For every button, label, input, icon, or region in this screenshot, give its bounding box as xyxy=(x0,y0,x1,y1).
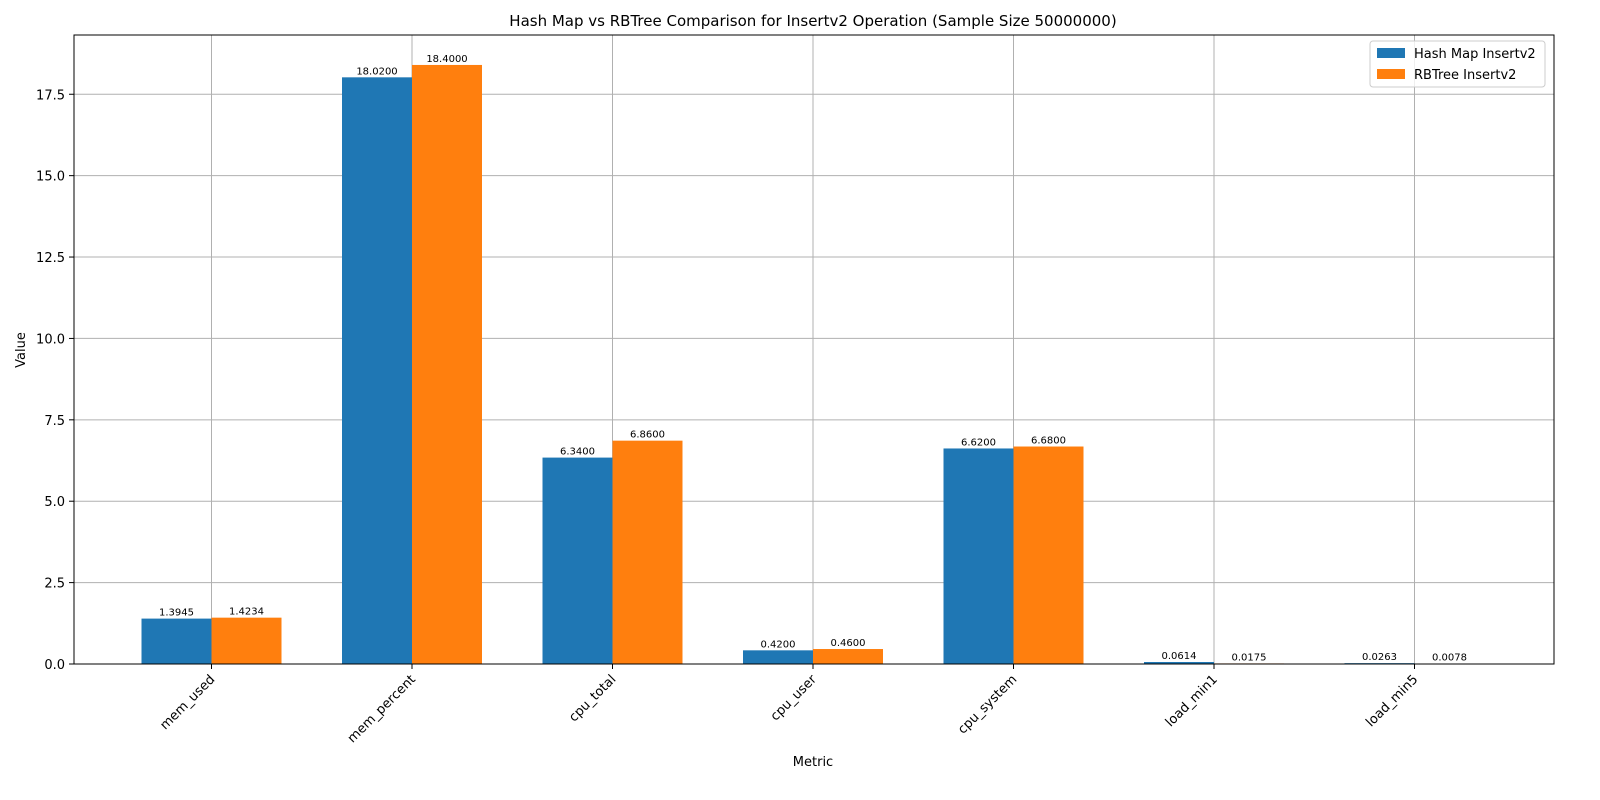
y-tick-label: 15.0 xyxy=(36,170,65,185)
legend-swatch-hash-map xyxy=(1377,48,1405,58)
y-axis: 0.0 2.5 5.0 7.5 10.0 12.5 15.0 17.5 xyxy=(36,88,74,673)
bar-value-label: 6.6800 xyxy=(1031,436,1066,447)
x-tick-label: mem_used xyxy=(157,672,218,733)
y-tick-label: 12.5 xyxy=(36,251,65,266)
bar-hash-map-cpu-system xyxy=(943,448,1014,664)
y-axis-label: Value xyxy=(14,332,29,368)
legend-frame xyxy=(1369,40,1546,88)
y-tick-label: 17.5 xyxy=(36,88,65,103)
x-tick-label: load_min1 xyxy=(1163,672,1221,730)
legend-label-hash-map: Hash Map Insertv2 xyxy=(1414,47,1536,62)
bar-value-label: 0.0078 xyxy=(1432,653,1467,664)
bar-rbtree-mem-percent xyxy=(412,64,482,664)
bar-value-label: 6.3400 xyxy=(560,447,595,458)
legend-swatch-rbtree xyxy=(1377,69,1405,79)
bar-hash-map-mem-used xyxy=(141,618,212,664)
bars xyxy=(141,64,1485,664)
x-tick-label: mem_percent xyxy=(345,672,419,746)
legend: Hash Map Insertv2 RBTree Insertv2 xyxy=(1369,40,1546,88)
bar-value-label: 1.4234 xyxy=(229,607,264,618)
x-axis-label: Metric xyxy=(793,755,833,770)
bar-hash-map-load-min1 xyxy=(1144,662,1214,664)
bar-rbtree-cpu-total xyxy=(612,440,683,664)
y-tick-label: 0.0 xyxy=(44,658,65,673)
bar-value-label: 18.4000 xyxy=(426,54,467,65)
bar-hash-map-mem-percent xyxy=(342,77,412,664)
y-tick-label: 10.0 xyxy=(36,332,65,347)
bar-hash-map-cpu-user xyxy=(743,650,813,664)
plot-area-frame xyxy=(73,34,1555,665)
bar-value-labels: 1.3945 18.0200 6.3400 0.4200 6.6200 0.0614 0.0… xyxy=(159,54,1467,664)
x-tick-label: cpu_total xyxy=(566,672,619,725)
bar-value-label: 18.0200 xyxy=(356,66,397,77)
bar-value-label: 0.4200 xyxy=(761,639,796,650)
bar-value-label: 0.4600 xyxy=(831,638,866,649)
bar-hash-map-cpu-total xyxy=(542,457,613,664)
bar-value-label: 0.0175 xyxy=(1232,652,1267,663)
grid-lines xyxy=(74,35,1554,665)
x-tick-label: cpu_user xyxy=(768,672,820,724)
x-tick-label: load_min5 xyxy=(1363,672,1421,730)
bar-value-label: 0.0263 xyxy=(1362,652,1397,663)
legend-label-rbtree: RBTree Insertv2 xyxy=(1414,68,1516,83)
bar-value-label: 1.3945 xyxy=(159,608,194,619)
x-tick-label: cpu_system xyxy=(955,672,1020,737)
y-tick-label: 7.5 xyxy=(44,414,65,429)
y-tick-label: 5.0 xyxy=(44,495,65,510)
bar-value-label: 0.0614 xyxy=(1162,651,1197,662)
bar-value-label: 6.8600 xyxy=(630,430,665,441)
bar-rbtree-cpu-system xyxy=(1013,446,1084,664)
bar-value-label: 6.6200 xyxy=(961,437,996,448)
x-axis: mem_used mem_percent cpu_total cpu_user cpu_… xyxy=(157,664,1421,746)
bar-rbtree-mem-used xyxy=(211,617,282,664)
y-tick-label: 2.5 xyxy=(44,577,65,592)
chart-title: Hash Map vs RBTree Comparison for Insert… xyxy=(509,12,1116,30)
bar-rbtree-cpu-user xyxy=(813,649,883,664)
